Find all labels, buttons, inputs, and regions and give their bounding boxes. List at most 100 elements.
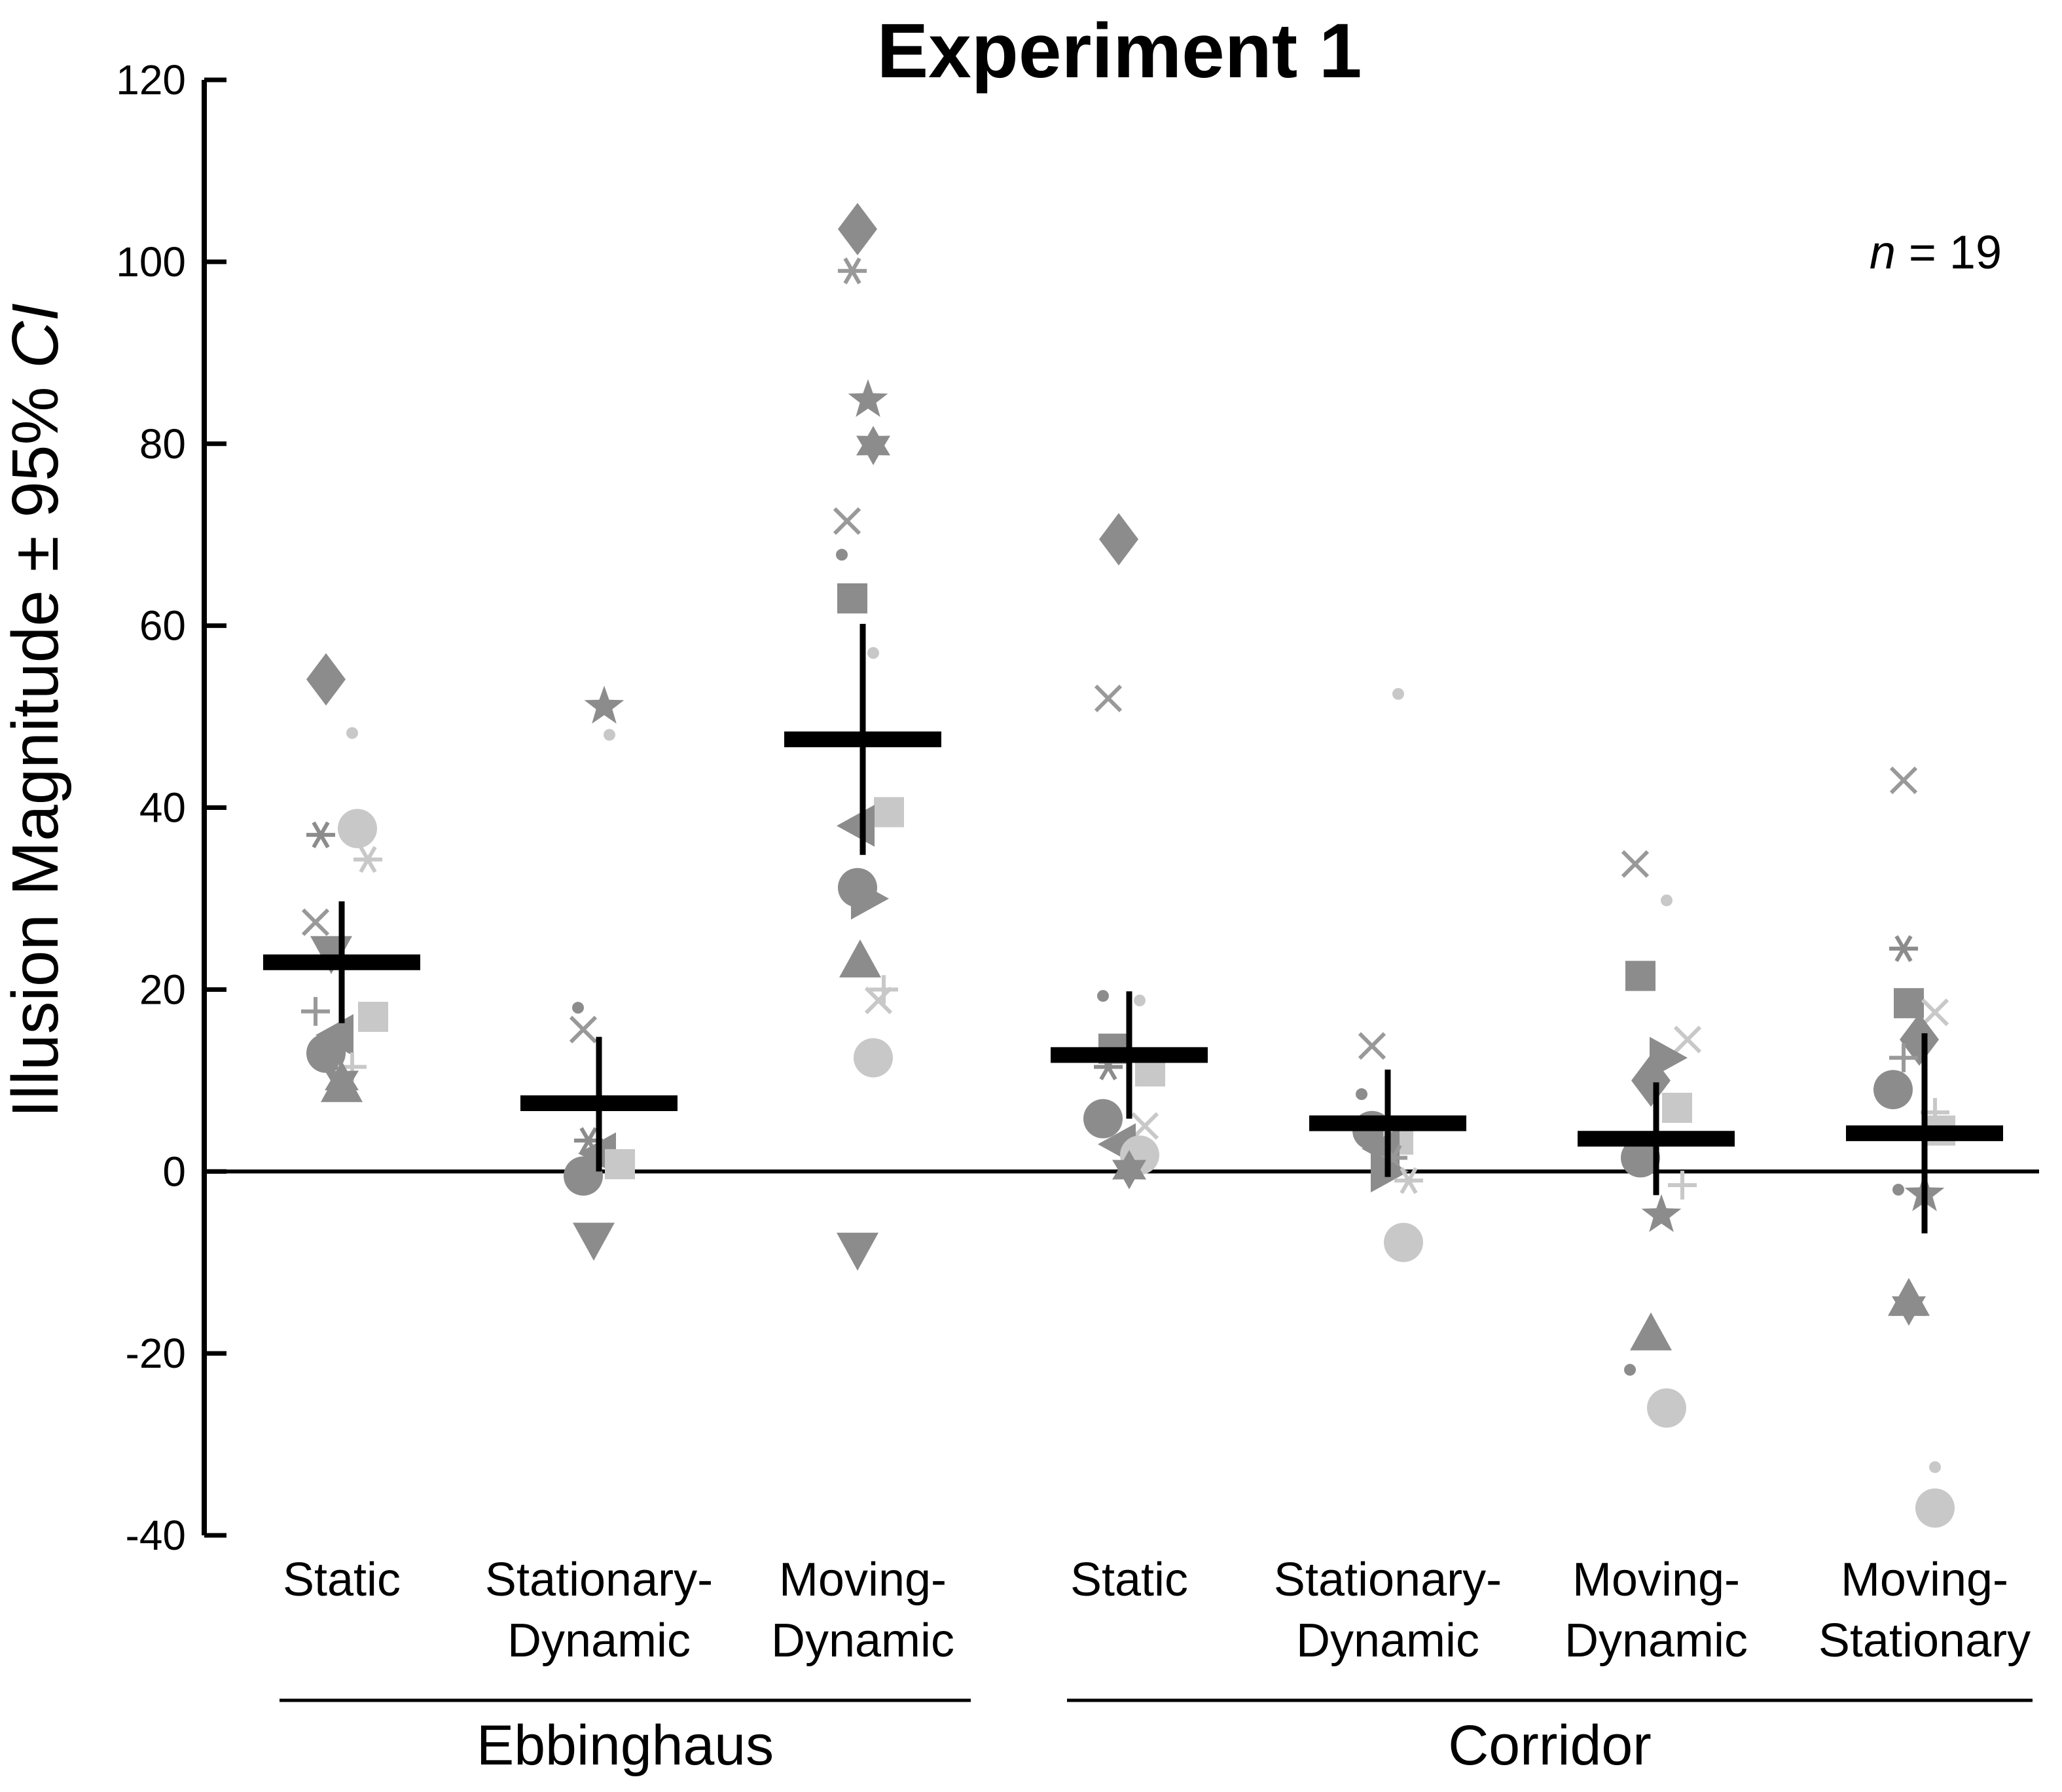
- y-tick-label: 100: [116, 238, 186, 285]
- participant-point: [1892, 1286, 1926, 1326]
- participant-point: [1621, 1138, 1660, 1178]
- participant-point: [837, 1232, 878, 1271]
- participant-point: [1392, 687, 1404, 700]
- participant-point: [1621, 850, 1650, 878]
- participant-point: [321, 1064, 363, 1103]
- category-label-line2: Dynamic: [771, 1615, 954, 1667]
- participant-point: [838, 257, 867, 285]
- y-tick-label: 40: [139, 784, 186, 832]
- participant-point: [306, 1033, 346, 1073]
- participant-point: [836, 549, 848, 561]
- participant-point: [854, 1038, 893, 1078]
- y-axis-label: Illusion Magnitude ± 95% CI: [0, 303, 72, 1118]
- participant-point: [584, 686, 624, 724]
- category-labels: Static Stationary- Dynamic Moving- Dynamic St…: [283, 1554, 2031, 1667]
- participant-point: [1356, 1088, 1367, 1101]
- sample-size-annotation: n = 19: [1870, 227, 2002, 279]
- participant-point: [1358, 1032, 1386, 1060]
- participant-point: [605, 1149, 635, 1180]
- y-tick-label: 20: [139, 966, 186, 1013]
- y-axis-label-ci: CI: [0, 303, 72, 369]
- participant-point: [1668, 1171, 1697, 1200]
- participant-point: [839, 939, 881, 978]
- participant-point: [306, 653, 346, 706]
- category-label-line1: Moving-: [1572, 1554, 1740, 1606]
- participant-point: [564, 1156, 603, 1196]
- y-tick-label: 80: [139, 420, 186, 467]
- participant-point: [301, 908, 330, 936]
- participant-point: [851, 877, 889, 920]
- participant-point: [1094, 684, 1123, 712]
- participant-point: [867, 647, 879, 659]
- participant-point: [1384, 1222, 1423, 1262]
- participant-point: [353, 846, 382, 873]
- participant-point: [1641, 1194, 1682, 1232]
- participant-point: [1921, 998, 1949, 1027]
- group-labels: Ebbinghaus Corridor: [280, 1698, 2033, 1777]
- category-label-line2: Dynamic: [1565, 1615, 1748, 1667]
- y-tick-label: -20: [126, 1330, 187, 1377]
- participant-point: [358, 1002, 388, 1033]
- y-tick-label: -40: [126, 1512, 187, 1559]
- participant-point: [1624, 1364, 1636, 1376]
- participant-point: [1662, 1092, 1692, 1123]
- participant-point: [1915, 1488, 1955, 1528]
- participant-points: [301, 202, 1955, 1528]
- participant-point: [572, 1002, 584, 1014]
- participant-point: [1630, 1312, 1672, 1351]
- sample-size-value: = 19: [1896, 227, 2002, 279]
- category-label-line1: Moving-: [1841, 1554, 2008, 1606]
- participant-point: [1889, 935, 1918, 962]
- participant-point: [1929, 1461, 1941, 1473]
- participant-point: [306, 821, 335, 849]
- category-label-line2: Stationary: [1818, 1615, 2031, 1667]
- participant-point: [837, 805, 875, 847]
- participant-point: [1889, 766, 1918, 794]
- participant-point: [346, 727, 358, 739]
- participant-point: [301, 997, 330, 1026]
- participant-point: [1889, 1043, 1918, 1072]
- group-label: Corridor: [1448, 1714, 1652, 1777]
- participant-point: [1873, 1070, 1913, 1110]
- participant-point: [837, 583, 867, 613]
- category-label-line1: Moving-: [779, 1554, 947, 1606]
- participant-point: [1097, 990, 1109, 1002]
- participant-point: [1083, 1099, 1123, 1139]
- participant-point: [1894, 988, 1924, 1019]
- participant-point: [1625, 960, 1655, 991]
- participant-point: [864, 986, 893, 1015]
- category-label-line1: Stationary-: [1274, 1554, 1502, 1606]
- participant-point: [1099, 513, 1138, 566]
- y-axis: 120 100 80 60 40 20 0 -20 -40: [116, 56, 2039, 1559]
- participant-point: [838, 202, 877, 255]
- participant-point: [1134, 995, 1146, 1007]
- chart-title: Experiment 1: [877, 8, 1362, 94]
- participant-point: [848, 379, 888, 417]
- participant-point: [856, 426, 890, 466]
- participant-point: [1631, 1054, 1671, 1107]
- participant-point: [604, 729, 615, 741]
- participant-point: [869, 975, 898, 1004]
- category-label-line2: Dynamic: [1296, 1615, 1479, 1667]
- participant-point: [573, 1222, 615, 1261]
- participant-point: [569, 1015, 598, 1044]
- participant-point: [1130, 1112, 1159, 1140]
- sample-size-n: n: [1870, 227, 1896, 279]
- y-axis-label-main: Illusion Magnitude ± 95%: [0, 369, 72, 1118]
- participant-point: [874, 797, 904, 828]
- category-label-line2: Dynamic: [507, 1615, 691, 1667]
- participant-point: [1892, 1184, 1904, 1196]
- participant-point: [1900, 1013, 1939, 1066]
- participant-point: [1112, 1150, 1146, 1190]
- mean-ci-markers: [263, 623, 2003, 1234]
- participant-point: [1647, 1388, 1686, 1428]
- category-label-line1: Static: [1070, 1554, 1188, 1606]
- y-tick-label: 60: [139, 602, 186, 649]
- y-tick-label: 0: [162, 1148, 186, 1195]
- participant-point: [833, 507, 861, 535]
- category-label-line1: Static: [283, 1554, 401, 1606]
- participant-point: [1661, 894, 1673, 907]
- participant-point: [1394, 1167, 1423, 1194]
- participant-point: [1673, 1025, 1702, 1053]
